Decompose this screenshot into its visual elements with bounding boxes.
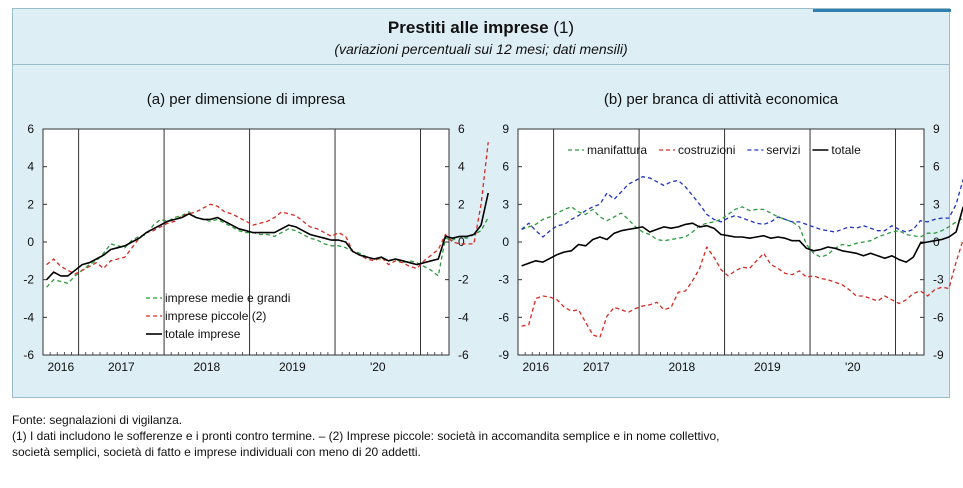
source-note: Fonte: segnalazioni di vigilanza. [12,413,183,427]
x-tick-label: 2016 [522,360,549,374]
y-tick-label-right: 3 [933,197,940,211]
legend-label: manifattura [587,143,647,157]
series-line-0-1 [46,142,489,275]
y-tick-label-right: -2 [458,273,469,287]
y-tick-label-right: -6 [458,348,469,362]
x-tick-label: 2018 [193,360,220,374]
chart-title: Prestiti alle imprese (1) [13,18,949,38]
y-tick-label-left: 0 [27,235,34,249]
y-tick-label-left: -4 [23,310,34,324]
subchart-title-0: (a) per dimensione di impresa [147,91,346,108]
legend-label: totale [831,143,861,157]
y-tick-label-left: -3 [498,273,509,287]
chart-header: Prestiti alle imprese (1) (variazioni pe… [13,9,949,65]
footnotes: Fonte: segnalazioni di vigilanza. (1) I … [12,412,952,460]
accent-stripe [813,9,951,12]
series-line-1-3 [521,206,963,267]
y-tick-label-right: -9 [933,348,944,362]
footnote-line-2: società semplici, società di fatto e imp… [12,445,421,459]
legend-label: totale imprese [165,327,241,341]
y-tick-label-right: 2 [458,197,465,211]
x-tick-label: 2018 [668,360,695,374]
y-tick-label-right: -3 [933,273,944,287]
x-tick-label: 2017 [583,360,610,374]
y-tick-label-left: 3 [502,197,509,211]
y-tick-label-right: 6 [933,160,940,174]
x-tick-label: 2019 [279,360,306,374]
legend-label: costruzioni [678,143,735,157]
chart-subtitle: (variazioni percentuali sui 12 mesi; dat… [334,41,628,57]
legend-label: imprese piccole (2) [165,309,266,323]
y-tick-label-right: -6 [933,310,944,324]
chart-title-text: Prestiti alle imprese [387,18,549,37]
x-tick-label: '20 [370,360,386,374]
y-tick-label-left: 6 [27,122,34,136]
y-tick-label-right: -4 [458,310,469,324]
subchart-title-1: (b) per branca di attività economica [604,91,839,108]
y-tick-label-left: -6 [498,310,509,324]
plot-area-1 [517,128,925,356]
y-tick-label-right: 6 [458,122,465,136]
x-tick-label: 2019 [754,360,781,374]
x-tick-label: '20 [845,360,861,374]
legend-label: imprese medie e grandi [165,291,290,305]
y-tick-label-right: 0 [458,235,465,249]
y-tick-label-right: 0 [933,235,940,249]
charts-canvas: (a) per dimensione di impresa 6 6 4 4 2 2 0 0 -2 -… [23,91,963,374]
footnote-line-1: (1) I dati includono le sofferenze e i p… [12,429,720,443]
y-tick-label-left: 0 [502,235,509,249]
series-line-1-0 [521,206,963,258]
y-tick-label-left: 9 [502,122,509,136]
y-tick-label-right: 4 [458,160,465,174]
series-line-0-2 [46,192,489,281]
plot-area-0 [42,128,450,356]
x-tick-label: 2016 [47,360,74,374]
y-tick-label-left: -2 [23,273,34,287]
y-tick-label-left: -9 [498,348,509,362]
legend-label: servizi [766,143,800,157]
y-tick-label-right: 9 [933,122,940,136]
x-tick-label: 2017 [108,360,135,374]
chart-title-note: (1) [553,18,575,37]
y-tick-label-left: 4 [27,160,34,174]
y-tick-label-left: 2 [27,197,34,211]
y-tick-label-left: 6 [502,160,509,174]
series-line-1-1 [521,239,963,339]
y-tick-label-left: -6 [23,348,34,362]
